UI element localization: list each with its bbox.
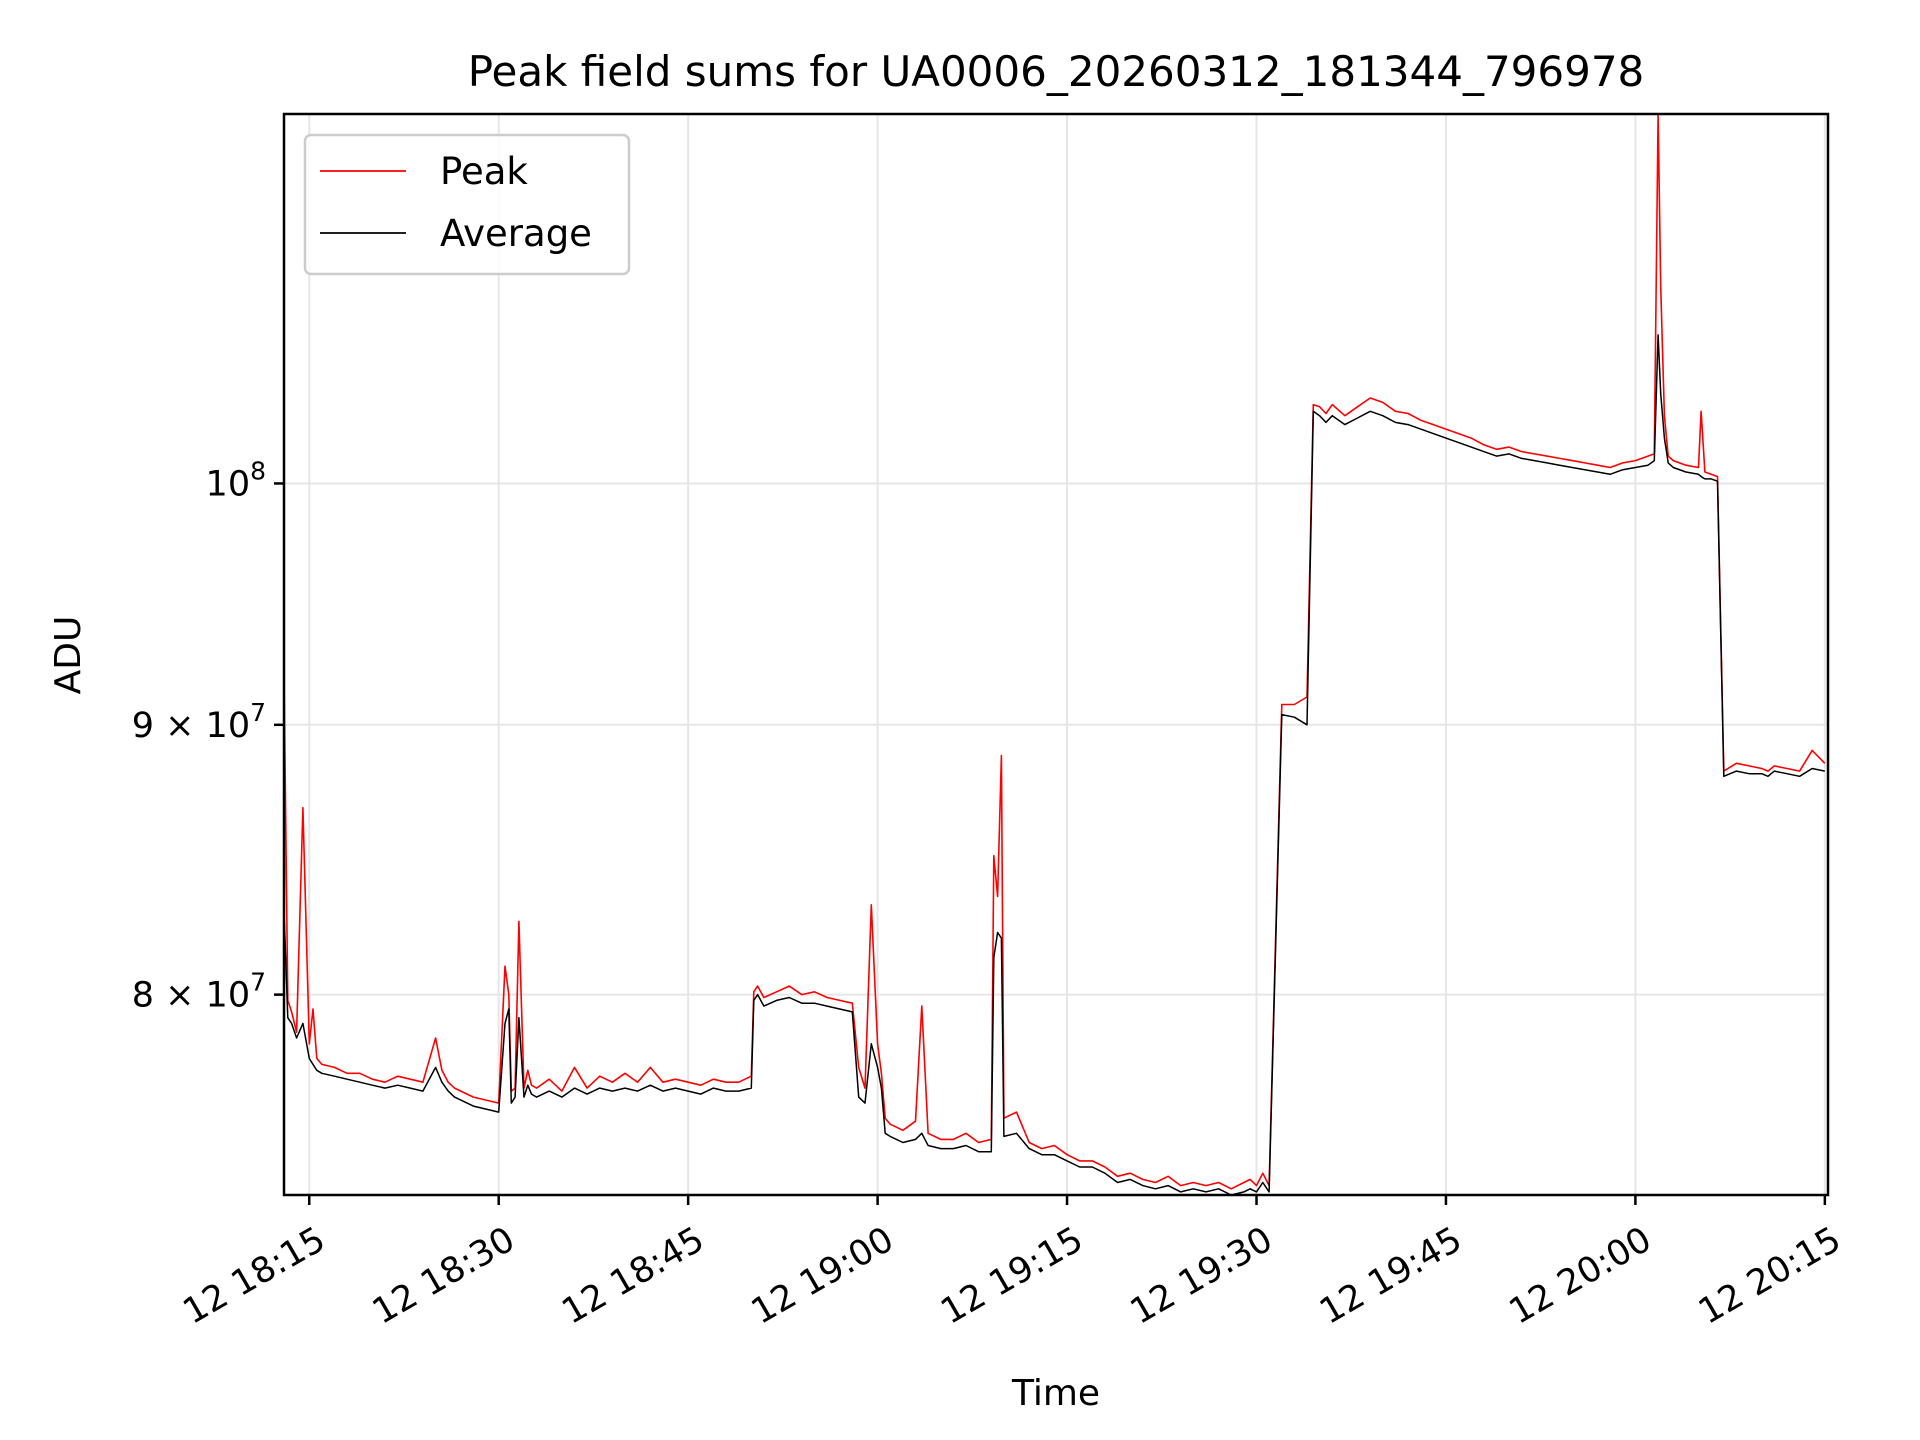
y-tick-label: 9 × 107 [132, 698, 266, 746]
y-axis-ticks: 8 × 107 9 × 107 108 [132, 456, 284, 1016]
grid-lines [284, 114, 1828, 1195]
y-tick-label: 108 [206, 456, 266, 504]
chart-title: Peak field sums for UA0006_20260312_1813… [468, 47, 1645, 96]
series-lines [283, 113, 1826, 1196]
legend-label-average: Average [440, 212, 592, 255]
plot-frame [282, 112, 1830, 1197]
series-line-average [283, 334, 1825, 1196]
x-axis-label: Time [1011, 1373, 1100, 1414]
legend: Peak Average [303, 133, 631, 276]
y-tick-label: 8 × 107 [132, 968, 266, 1016]
legend-label-peak: Peak [440, 150, 528, 193]
legend-box [303, 133, 631, 276]
y-axis-label: ADU [48, 616, 89, 695]
